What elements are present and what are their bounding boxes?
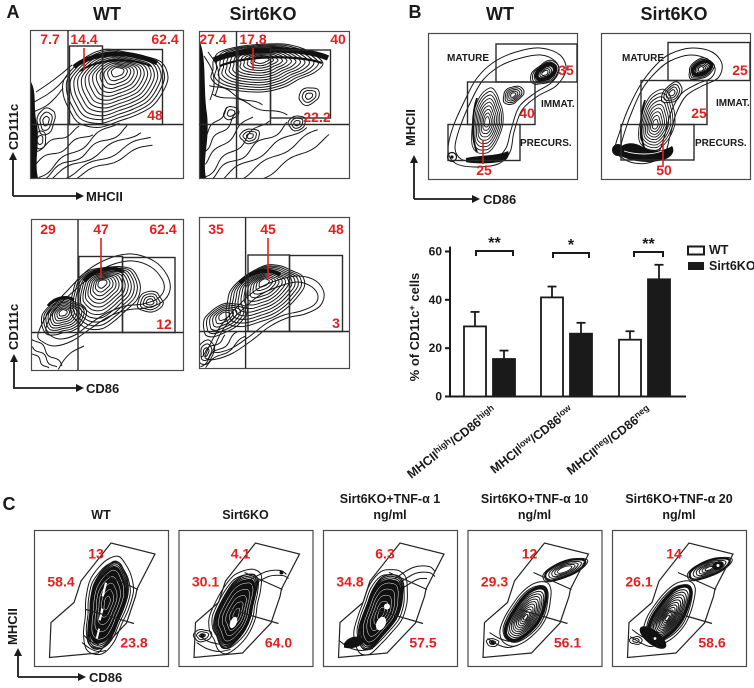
- svg-text:3: 3: [332, 315, 340, 331]
- svg-text:62.4: 62.4: [149, 221, 176, 237]
- svg-text:40: 40: [519, 105, 535, 121]
- svg-text:Sirt6KO: Sirt6KO: [709, 259, 754, 273]
- svg-text:ng/ml: ng/ml: [662, 508, 695, 522]
- svg-text:WT: WT: [91, 508, 111, 522]
- svg-text:CD86: CD86: [86, 381, 119, 396]
- svg-text:13: 13: [88, 546, 104, 562]
- svg-text:ng/ml: ng/ml: [518, 508, 551, 522]
- svg-text:25: 25: [732, 62, 748, 78]
- svg-text:14: 14: [666, 546, 682, 562]
- svg-text:MHCII: MHCII: [5, 608, 20, 645]
- svg-text:40: 40: [429, 293, 443, 307]
- svg-text:PRECURS.: PRECURS.: [520, 138, 572, 149]
- svg-text:B: B: [409, 2, 422, 22]
- svg-text:47: 47: [93, 221, 109, 237]
- svg-text:12: 12: [522, 546, 538, 562]
- svg-text:MHCII: MHCII: [403, 109, 418, 146]
- svg-text:CD111c: CD111c: [6, 304, 21, 350]
- svg-text:WT: WT: [709, 243, 729, 257]
- svg-text:64.0: 64.0: [265, 635, 292, 651]
- svg-text:A: A: [7, 2, 20, 22]
- svg-text:IMMAT.: IMMAT.: [716, 98, 750, 109]
- svg-text:**: **: [488, 235, 501, 252]
- svg-text:*: *: [568, 237, 575, 254]
- svg-text:25: 25: [476, 162, 492, 178]
- svg-text:40: 40: [330, 31, 346, 47]
- svg-text:14.4: 14.4: [70, 31, 97, 47]
- svg-text:57.5: 57.5: [409, 635, 436, 651]
- svg-text:6.3: 6.3: [375, 546, 395, 562]
- svg-text:26.1: 26.1: [625, 574, 652, 590]
- svg-text:0: 0: [435, 390, 442, 404]
- svg-text:**: **: [642, 236, 655, 253]
- svg-text:22.2: 22.2: [303, 109, 330, 125]
- svg-text:Sirt6KO+TNF-α 10: Sirt6KO+TNF-α 10: [481, 492, 588, 506]
- svg-text:WT: WT: [93, 4, 121, 24]
- svg-text:Sirt6KO: Sirt6KO: [229, 4, 296, 24]
- svg-text:Sirt6KO: Sirt6KO: [222, 508, 269, 522]
- svg-text:60: 60: [429, 244, 443, 258]
- svg-text:Sirt6KO+TNF-α 20: Sirt6KO+TNF-α 20: [625, 492, 732, 506]
- svg-text:34.8: 34.8: [336, 574, 363, 590]
- svg-text:35: 35: [558, 62, 574, 78]
- svg-text:45: 45: [260, 221, 276, 237]
- svg-text:29.3: 29.3: [481, 574, 508, 590]
- svg-text:27.4: 27.4: [199, 31, 226, 47]
- svg-text:Sirt6KO: Sirt6KO: [640, 4, 707, 24]
- svg-text:CD86: CD86: [89, 670, 122, 685]
- svg-text:48: 48: [328, 221, 344, 237]
- svg-text:WT: WT: [486, 4, 514, 24]
- svg-text:IMMAT.: IMMAT.: [541, 99, 575, 110]
- svg-text:30.1: 30.1: [192, 574, 219, 590]
- svg-text:C: C: [3, 494, 16, 514]
- svg-text:Sirt6KO+TNF-α 1: Sirt6KO+TNF-α 1: [340, 492, 440, 506]
- svg-text:17.8: 17.8: [239, 31, 266, 47]
- svg-text:MATURE: MATURE: [622, 53, 664, 64]
- svg-text:35: 35: [208, 221, 224, 237]
- svg-text:58.4: 58.4: [47, 574, 74, 590]
- svg-text:48: 48: [147, 107, 163, 123]
- svg-text:7.7: 7.7: [40, 31, 60, 47]
- svg-text:% of CD11c+ cells: % of CD11c+ cells: [407, 273, 422, 382]
- svg-text:MHCII: MHCII: [86, 189, 123, 204]
- svg-text:23.8: 23.8: [120, 635, 147, 651]
- svg-text:CD111c: CD111c: [6, 104, 21, 150]
- svg-text:20: 20: [429, 341, 443, 355]
- svg-text:62.4: 62.4: [151, 31, 178, 47]
- svg-text:MATURE: MATURE: [447, 53, 489, 64]
- svg-text:CD86: CD86: [483, 192, 516, 207]
- svg-text:56.1: 56.1: [554, 635, 581, 651]
- svg-text:50: 50: [656, 162, 672, 178]
- svg-text:25: 25: [691, 105, 707, 121]
- svg-text:29: 29: [40, 221, 56, 237]
- svg-text:58.6: 58.6: [698, 635, 725, 651]
- svg-text:PRECURS.: PRECURS.: [695, 138, 747, 149]
- svg-text:ng/ml: ng/ml: [373, 508, 406, 522]
- svg-text:4.1: 4.1: [231, 546, 251, 562]
- svg-text:12: 12: [156, 316, 172, 332]
